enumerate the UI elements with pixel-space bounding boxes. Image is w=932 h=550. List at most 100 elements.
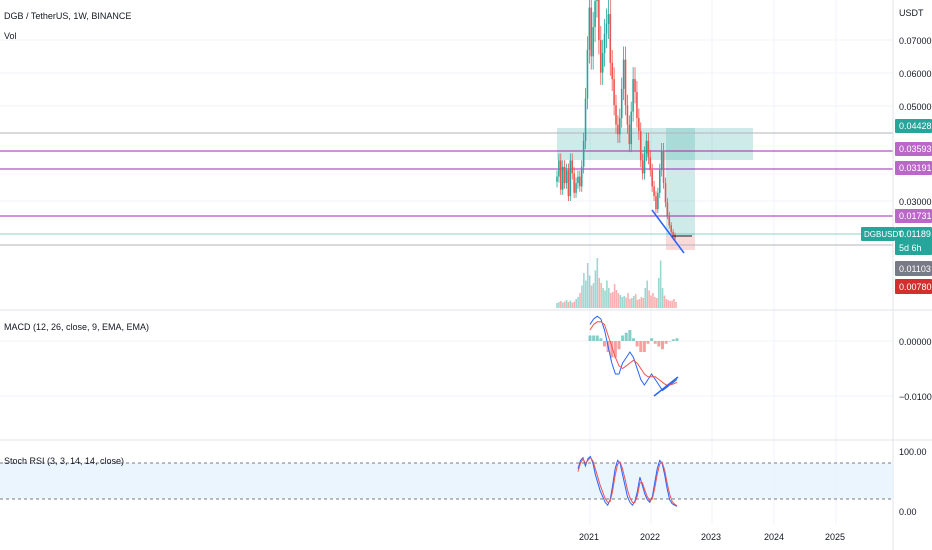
macd-tick-label: 0.00000	[899, 337, 932, 347]
candle-body	[607, 14, 610, 24]
volume-bar	[600, 283, 602, 308]
volume-legend[interactable]: Vol	[4, 31, 17, 41]
price-tag-bg	[895, 279, 932, 294]
candle-body	[664, 183, 667, 203]
volume-bar	[652, 293, 654, 308]
macd-legend[interactable]: MACD (12, 26, close, 9, EMA, EMA)	[4, 322, 149, 332]
candle-body	[580, 166, 583, 187]
candle-body	[601, 53, 604, 73]
price-tag-bg	[895, 209, 932, 223]
volume-bar	[661, 288, 664, 308]
price-tag: 0.03593	[895, 142, 932, 156]
price-tag-text: 0.01189	[899, 229, 931, 239]
macd-histogram-bar	[657, 341, 661, 347]
volume-bar	[608, 288, 610, 308]
candle-body	[582, 140, 585, 167]
price-tag: 0.04428	[895, 119, 932, 133]
volume-bar	[619, 295, 622, 308]
volume-bar	[606, 280, 608, 308]
volume-bar	[583, 273, 585, 308]
price-tag-bg	[895, 142, 932, 156]
countdown-text: 5d 6h	[899, 243, 922, 253]
macd-histogram-bar	[668, 341, 672, 342]
chart-title[interactable]: DGB / TetherUS, 1W, BINANCE	[4, 11, 131, 21]
volume-bar	[588, 275, 591, 308]
macd-histogram-bar	[610, 341, 614, 358]
volume-bar	[596, 258, 599, 308]
symbol-tag: DGBUSDT	[861, 227, 903, 241]
volume-bar	[602, 288, 604, 308]
volume-bar	[609, 293, 612, 308]
candle-body	[611, 62, 613, 80]
candle-body	[630, 111, 633, 145]
macd-tick-label: −0.01000	[899, 392, 932, 402]
macd-histogram-bar	[632, 338, 635, 341]
stoch-tick-label: 0.00	[899, 507, 917, 517]
grid-lines	[0, 0, 893, 525]
volume-bar	[638, 299, 641, 308]
macd-histogram-bar	[628, 330, 632, 341]
candle-body	[567, 170, 570, 197]
price-tag-bg	[895, 227, 932, 255]
stoch-pane	[577, 455, 678, 507]
horizontal-levels	[0, 132, 893, 246]
signal-line	[589, 321, 678, 386]
volume-bar	[642, 298, 645, 308]
candle-body	[662, 150, 665, 184]
volume-bar	[621, 297, 624, 308]
volume-bar	[563, 301, 566, 308]
candle-body	[653, 186, 655, 197]
candle-body	[643, 153, 646, 174]
price-candles	[556, 0, 676, 241]
volume-bar	[598, 278, 601, 308]
candle-body	[638, 118, 640, 132]
macd-histogram-bar	[671, 339, 675, 341]
macd-histogram-bar	[639, 341, 643, 352]
volume-bar	[571, 302, 574, 308]
volume-bar	[565, 300, 568, 308]
candle-body	[670, 225, 672, 232]
price-tag-text: 0.04428	[899, 121, 932, 131]
macd-pane	[588, 315, 679, 392]
y-tick-label: 0.05000	[899, 102, 932, 112]
volume-bar	[659, 260, 662, 308]
macd-histogram-bar	[664, 341, 668, 344]
volume-bar	[629, 299, 631, 308]
candle-body	[571, 160, 574, 174]
macd-histogram-bar	[642, 341, 646, 352]
volume-bars	[556, 258, 677, 308]
candle-body	[588, 7, 591, 50]
volume-bar	[577, 297, 579, 308]
candle-body	[655, 196, 657, 210]
x-tick-label: 2021	[579, 532, 599, 542]
stoch-d-line	[577, 456, 678, 507]
x-tick-label: 2023	[701, 532, 721, 542]
stoch-k-line	[577, 455, 678, 507]
volume-bar	[604, 290, 606, 308]
candle-body	[672, 231, 674, 236]
price-trendline[interactable]	[651, 209, 685, 254]
candle-body	[666, 202, 669, 216]
candle-body	[563, 166, 566, 184]
volume-bar	[634, 294, 637, 308]
volume-bar	[665, 299, 668, 308]
candle-body	[590, 7, 593, 57]
price-tag: 0.01189 5d 6h	[895, 227, 932, 255]
candle-body	[620, 88, 623, 119]
volume-bar	[556, 303, 558, 308]
candle-body	[624, 59, 627, 106]
volume-bar	[625, 297, 627, 308]
stoch-band-fill	[0, 463, 893, 499]
candle-body	[592, 27, 594, 57]
macd-trendline[interactable]	[653, 376, 679, 397]
volume-bar	[558, 302, 560, 308]
currency-label: USDT	[899, 8, 924, 18]
volume-bar	[569, 300, 572, 308]
x-tick-label: 2025	[825, 532, 845, 542]
volume-bar	[575, 299, 577, 308]
candle-body	[632, 79, 634, 112]
volume-bar	[656, 298, 658, 308]
stoch-legend[interactable]: Stoch RSI (3, 3, 14, 14, close)	[4, 456, 124, 466]
volume-bar	[646, 280, 649, 308]
candle-body	[657, 192, 659, 210]
